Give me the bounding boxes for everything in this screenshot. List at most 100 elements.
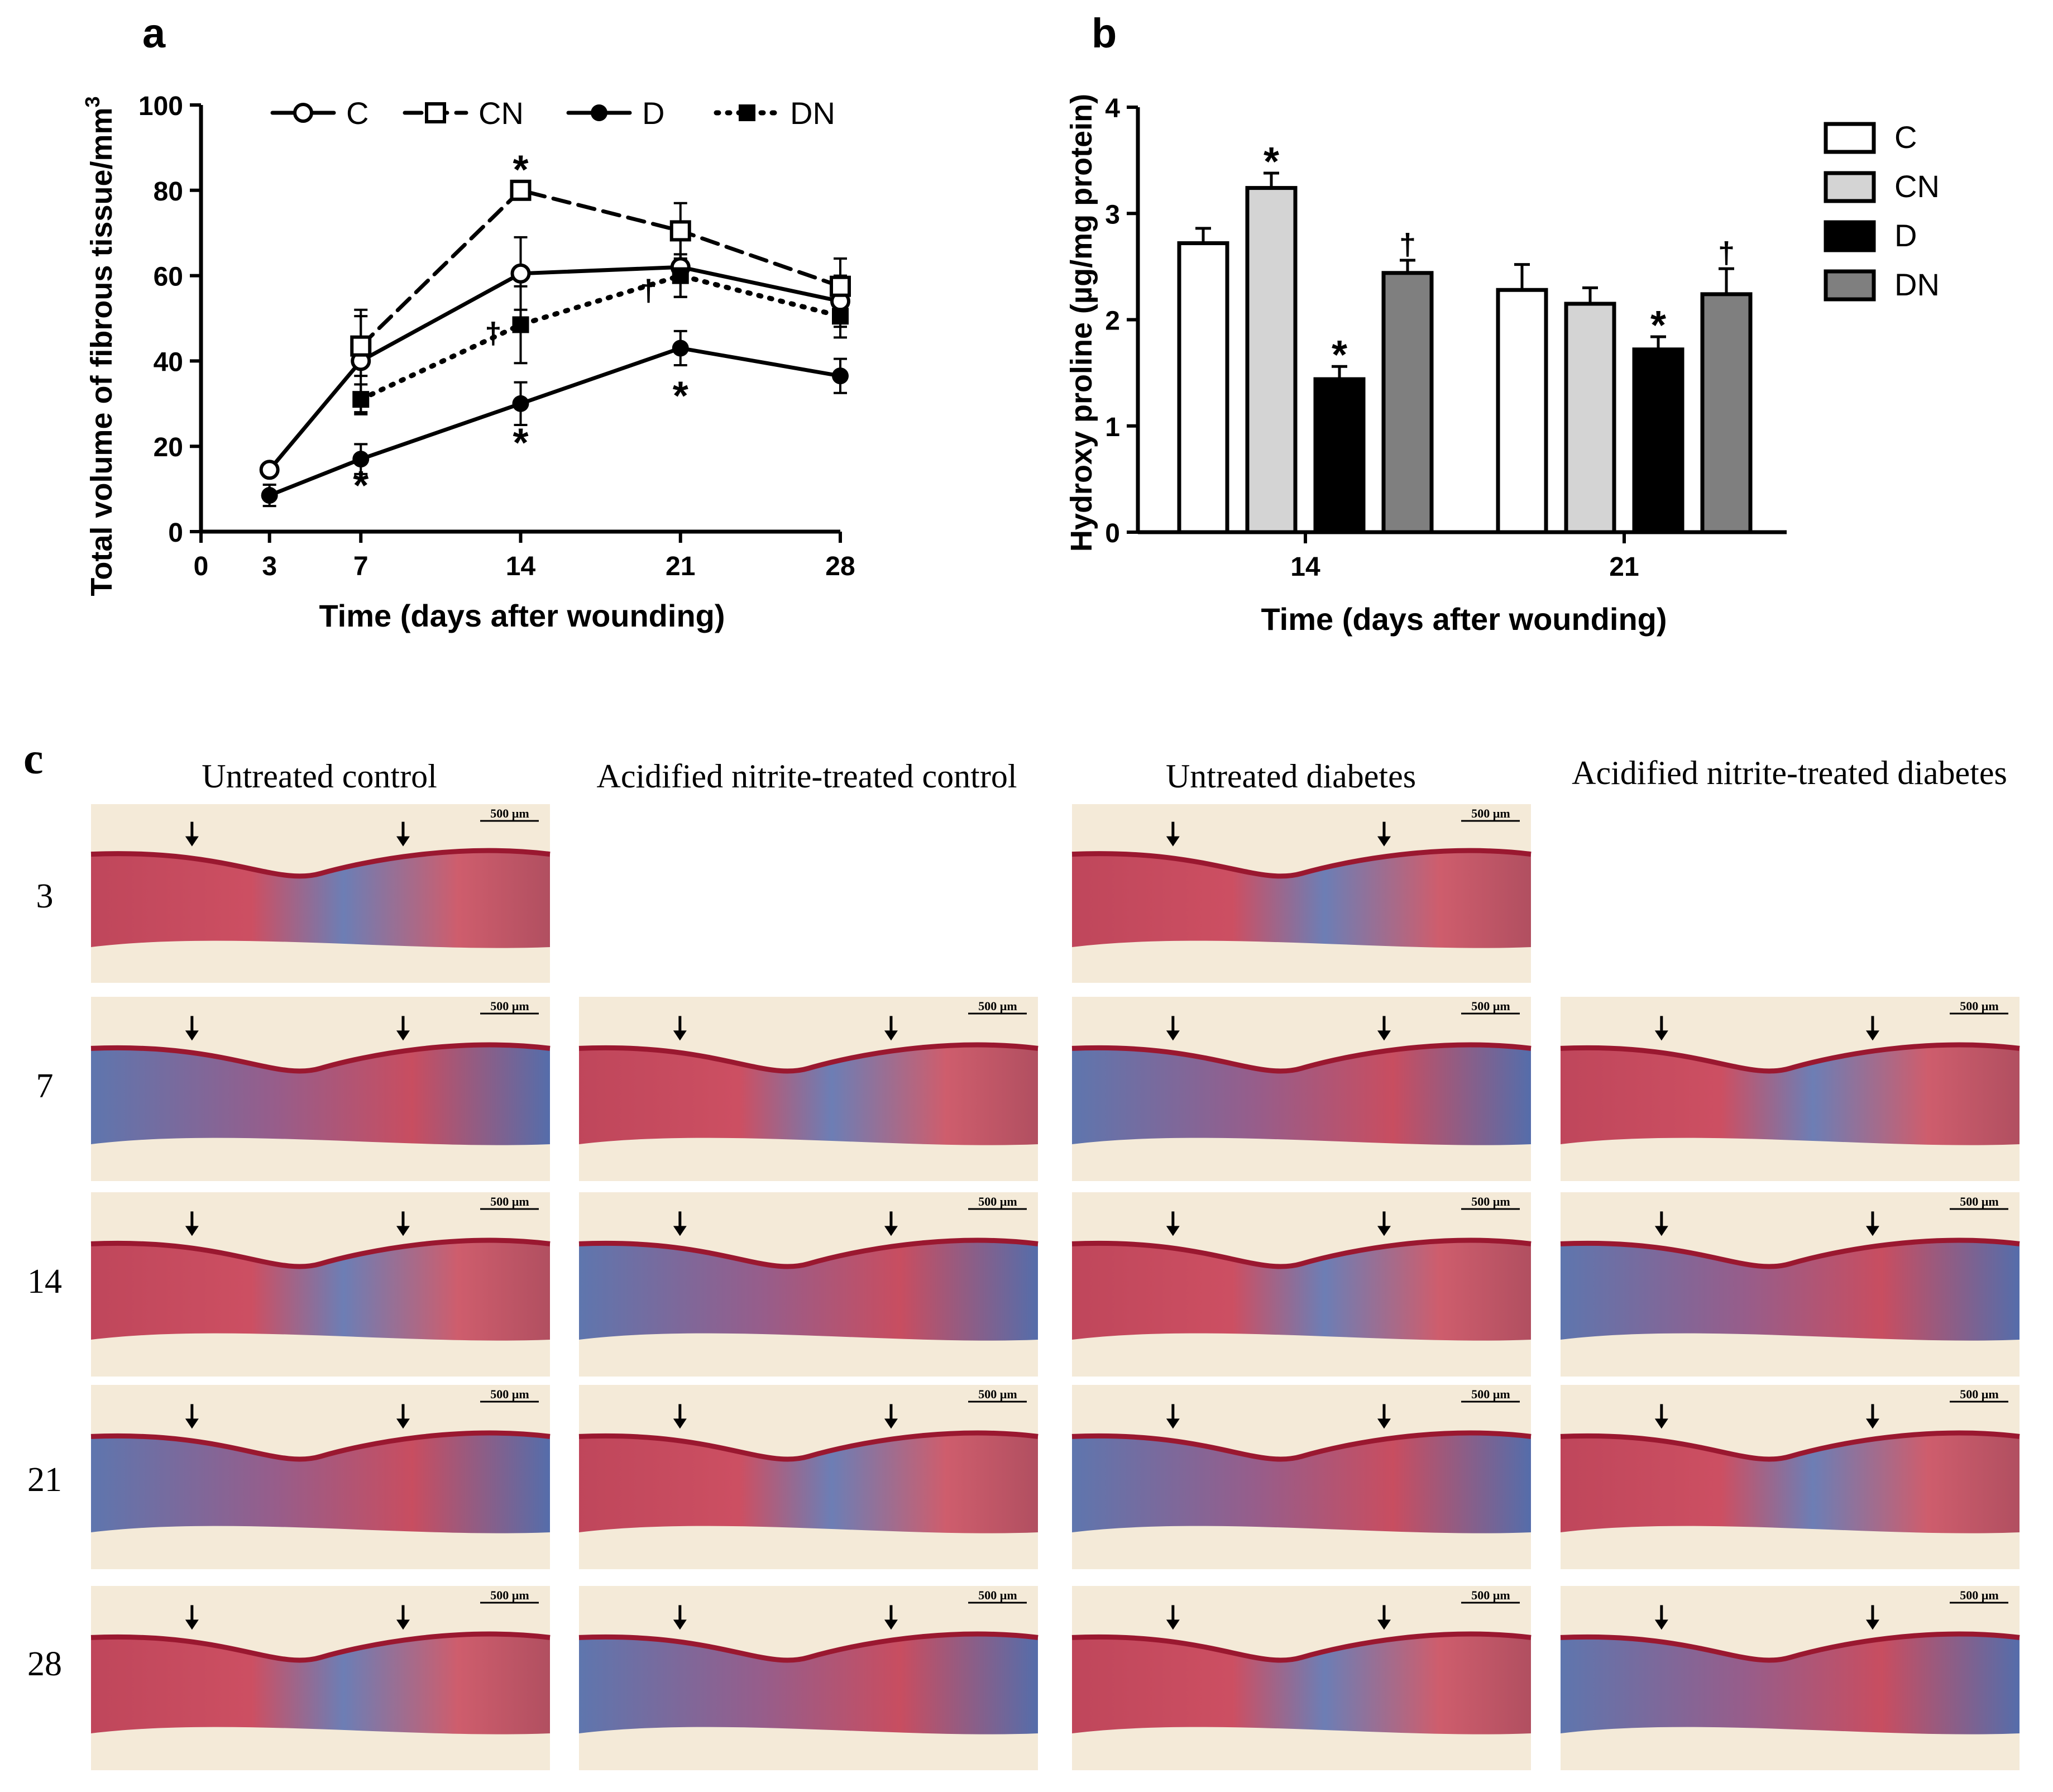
- column-title: Acidified nitrite-treated diabetes: [1572, 754, 2007, 791]
- data-point-D: [512, 395, 529, 412]
- row-label: 14: [27, 1263, 62, 1301]
- histology-image: 500 µm: [578, 1385, 1039, 1569]
- scale-bar-label: 500 µm: [1471, 1588, 1510, 1602]
- histology-grid: Untreated control Acidified nitrite-treat…: [27, 754, 2020, 1770]
- chart-b-tick-labels: 0 1 2 3 4 14 21: [1105, 94, 1639, 582]
- y-tick-label: 20: [154, 433, 183, 462]
- wound-edge-arrowhead: [396, 836, 410, 847]
- wound-edge-arrowhead: [1654, 1226, 1668, 1236]
- data-point-CN: [669, 220, 691, 242]
- y-tick-label: 100: [138, 92, 183, 121]
- x-tick-label: 14: [1290, 552, 1320, 582]
- chart-a-tick-labels: 0 20 40 60 80 100 0 3 7 14 21 28: [138, 92, 855, 581]
- legend-marker-C: [293, 103, 313, 123]
- row-label: 3: [36, 877, 54, 915]
- wound-edge-arrowhead: [185, 1226, 199, 1236]
- histology-image: 500 µm: [90, 804, 551, 983]
- chart-b-legend: C CN D DN: [1824, 120, 1940, 302]
- series-line-DN: [358, 273, 843, 402]
- chart-a-x-axis-label: Time (days after wounding): [319, 598, 725, 633]
- wound-edge-arrowhead: [1377, 836, 1391, 847]
- histology-image: 500 µm: [90, 1192, 551, 1377]
- series-line-CN: [358, 188, 843, 348]
- x-tick-label: 14: [506, 552, 536, 581]
- histology-image: 500 µm: [578, 997, 1039, 1181]
- y-tick-label: 1: [1105, 413, 1120, 442]
- tissue-section: [91, 1634, 550, 1734]
- tissue-section: [1561, 1433, 2019, 1533]
- bar-D-14: [1313, 377, 1366, 534]
- x-tick-label: 7: [353, 552, 369, 581]
- tissue-section: [1561, 1045, 2019, 1145]
- scale-bar-label: 500 µm: [1960, 999, 1999, 1013]
- histology-image: 500 µm: [90, 997, 551, 1181]
- epidermis-edge: [1071, 848, 1532, 879]
- x-tick-label: 3: [262, 552, 277, 581]
- column-title: Untreated control: [202, 758, 437, 795]
- legend-label-CN: CN: [1894, 169, 1940, 204]
- histology-image: 500 µm: [90, 1586, 551, 1770]
- tissue-section: [91, 850, 550, 948]
- significance-mark: †: [485, 317, 501, 350]
- significance-mark: *: [1650, 303, 1666, 348]
- wound-edge-arrowhead: [1166, 1226, 1180, 1236]
- epidermis-edge: [1560, 1631, 2020, 1663]
- wound-edge-arrowhead: [884, 1030, 898, 1041]
- data-point-C: [259, 460, 280, 480]
- scale-bar-label: 500 µm: [490, 1588, 529, 1602]
- epidermis-edge: [1560, 1042, 2020, 1074]
- legend-marker-CN: [425, 102, 446, 123]
- significance-mark: †: [1399, 228, 1416, 261]
- epidermis-edge: [90, 1430, 551, 1462]
- epidermis-edge: [1071, 1237, 1532, 1269]
- tissue-section: [1561, 1634, 2019, 1734]
- x-tick-label: 0: [194, 552, 209, 581]
- wound-edge-arrowhead: [1166, 836, 1180, 847]
- chart-a-legend: C CN D DN: [270, 95, 835, 131]
- histology-image: 500 µm: [1071, 804, 1532, 983]
- histology-image: 500 µm: [578, 1586, 1039, 1770]
- scale-bar-label: 500 µm: [1960, 1387, 1999, 1401]
- row-label: 21: [27, 1461, 62, 1499]
- x-tick-label: 28: [825, 552, 855, 581]
- column-title: Acidified nitrite-treated control: [596, 758, 1017, 795]
- significance-mark: *: [1332, 333, 1347, 377]
- row-label: 7: [36, 1067, 54, 1105]
- y-tick-label: 80: [154, 177, 183, 207]
- x-tick-label: 21: [666, 552, 695, 581]
- wound-edge-arrowhead: [185, 1030, 199, 1041]
- wound-edge-arrowhead: [1166, 1619, 1180, 1630]
- tissue-section: [1072, 1045, 1531, 1145]
- scale-bar-label: 500 µm: [490, 806, 529, 820]
- tissue-section: [579, 1045, 1038, 1145]
- chart-b-x-axis-label: Time (days after wounding): [1261, 601, 1667, 637]
- wound-edge-arrowhead: [1865, 1226, 1879, 1236]
- bar-DN-14: [1381, 271, 1434, 534]
- wound-edge-arrowhead: [673, 1226, 687, 1236]
- bar-chart-hydroxyproline: * * † * † 0 1 2 3 4 14 21 Hydroxy proline (µg/mg p…: [1065, 94, 1940, 637]
- wound-edge-arrowhead: [1377, 1030, 1391, 1041]
- y-tick-label: 60: [154, 262, 183, 292]
- epidermis-edge: [1071, 1042, 1532, 1074]
- scale-bar-label: 500 µm: [1471, 806, 1510, 820]
- histology-image: 500 µm: [1071, 1385, 1532, 1569]
- epidermis-edge: [1560, 1237, 2020, 1269]
- column-title: Untreated diabetes: [1166, 758, 1416, 795]
- legend-swatch-DN: [1824, 269, 1876, 302]
- scale-bar-label: 500 µm: [1471, 1387, 1510, 1401]
- tissue-section: [91, 1433, 550, 1533]
- panel-label-a: a: [142, 10, 166, 56]
- tissue-section: [579, 1433, 1038, 1533]
- legend-label-DN: DN: [790, 95, 835, 131]
- scale-bar-label: 500 µm: [978, 1194, 1017, 1208]
- scale-bar-label: 500 µm: [1471, 999, 1510, 1013]
- data-point-DN: [672, 267, 689, 284]
- panel-label-b: b: [1092, 10, 1117, 56]
- histology-image: 500 µm: [1071, 1586, 1532, 1770]
- significance-mark: *: [513, 147, 528, 192]
- legend-label-CN: CN: [478, 95, 524, 131]
- scale-bar-label: 500 µm: [1960, 1588, 1999, 1602]
- wound-edge-arrowhead: [185, 836, 199, 847]
- epidermis-edge: [90, 1042, 551, 1074]
